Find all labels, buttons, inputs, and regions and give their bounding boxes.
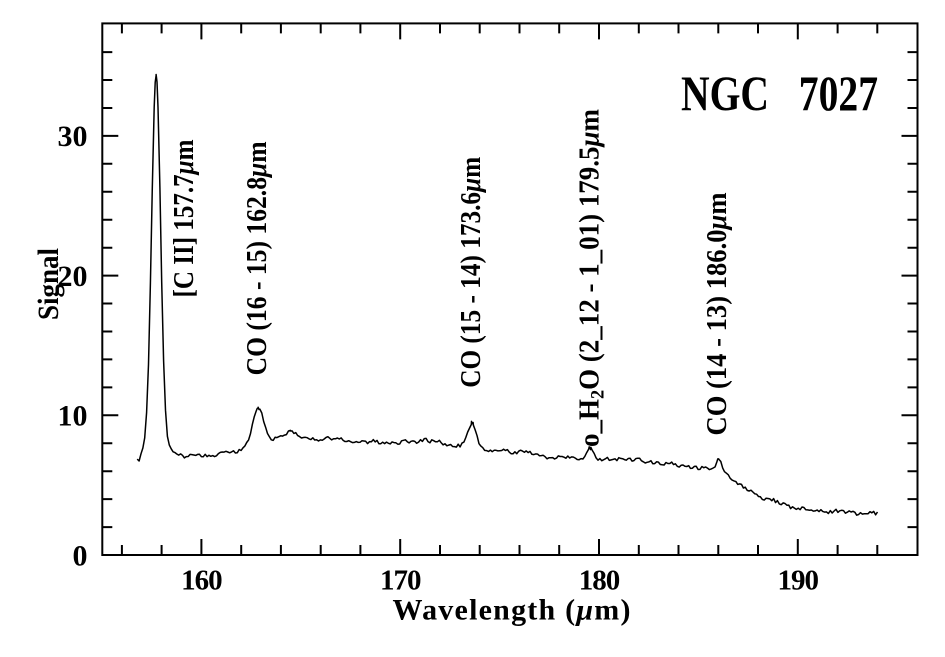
svg-text:20: 20 — [58, 260, 88, 293]
svg-text:180: 180 — [579, 565, 620, 597]
svg-text:Signal: Signal — [32, 248, 65, 320]
svg-text:CO (16 - 15) 162.8μm: CO (16 - 15) 162.8μm — [242, 141, 273, 375]
svg-text:30: 30 — [58, 120, 88, 153]
svg-text:o_H2​O (2_12 - 1_01) 179.5μm: o_H2​O (2_12 - 1_01) 179.5μm — [575, 109, 609, 447]
svg-text:10: 10 — [58, 400, 88, 433]
svg-text:160: 160 — [181, 565, 222, 597]
svg-text:Wavelength (μm): Wavelength (μm) — [393, 594, 631, 627]
svg-text:190: 190 — [778, 565, 819, 597]
svg-text:NGC 7027: NGC 7027 — [681, 65, 878, 121]
svg-text:CO (14 - 13) 186.0μm: CO (14 - 13) 186.0μm — [702, 193, 733, 436]
svg-text:[C II] 157.7μm: [C II] 157.7μm — [169, 139, 200, 297]
svg-text:170: 170 — [380, 565, 421, 597]
svg-text:CO (15 - 14) 173.6μm: CO (15 - 14) 173.6μm — [456, 157, 487, 388]
svg-text:0: 0 — [73, 539, 88, 572]
